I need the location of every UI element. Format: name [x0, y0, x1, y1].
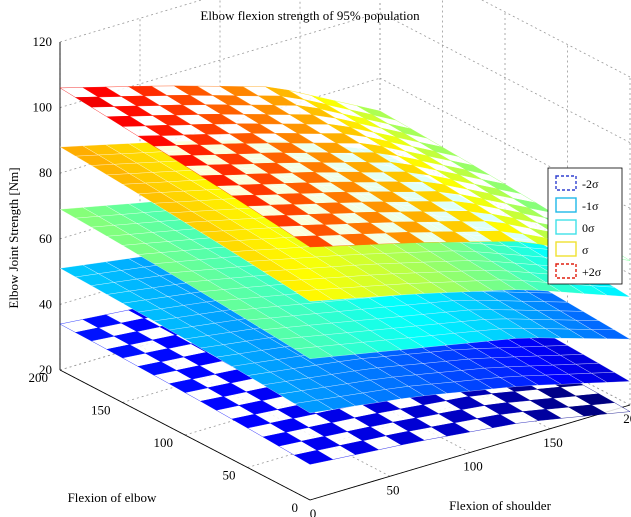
legend-label: σ — [582, 243, 589, 257]
x-tick-label: 50 — [387, 482, 400, 497]
surface-patch — [590, 329, 631, 340]
legend-swatch — [555, 219, 577, 235]
z-tick-label: 100 — [33, 100, 53, 115]
surface-5 — [59, 85, 631, 261]
x-tick-label: 200 — [623, 411, 631, 426]
x-tick-label: 0 — [310, 506, 317, 517]
x-tick-label: 100 — [463, 459, 483, 474]
y-tick-label: 200 — [29, 370, 49, 385]
z-tick-label: 40 — [39, 296, 52, 311]
legend-label: 0σ — [582, 221, 595, 235]
surface-patch — [590, 372, 631, 383]
legend-swatch — [555, 197, 577, 213]
legend-swatch — [555, 175, 577, 191]
z-tick-label: 20 — [39, 362, 52, 377]
z-tick-label: 80 — [39, 165, 52, 180]
legend-swatch — [555, 263, 577, 279]
wall-gridline — [59, 0, 203, 43]
y-axis-line — [59, 369, 311, 501]
z-axis-label: Elbow Joint Strength [Nm] — [6, 167, 21, 308]
wall-gridline — [379, 12, 631, 143]
chart-title: Elbow flexion strength of 95% population — [200, 8, 420, 23]
z-tick-label: 120 — [33, 34, 53, 49]
x-tick-label: 150 — [543, 435, 563, 450]
legend-label: +2σ — [582, 265, 602, 279]
legend: -2σ -1σ 0σ σ +2σ — [547, 167, 623, 285]
x-axis-label: Flexion of shoulder — [449, 498, 551, 513]
y-tick-label: 100 — [154, 435, 174, 450]
wall-gridline — [481, 0, 631, 78]
tick-labels: 20 40 60 80 100 120 0 50 100 150 200 0 50 100 150 200 — [29, 34, 631, 517]
surfaces — [59, 85, 631, 465]
x-axis-line — [309, 404, 631, 501]
y-tick-label: 150 — [91, 403, 111, 418]
surface-patch — [590, 402, 631, 415]
y-axis-label: Flexion of elbow — [68, 490, 157, 505]
surface-patch — [591, 285, 631, 298]
z-tick-label: 60 — [39, 231, 52, 246]
legend-label: -2σ — [582, 177, 599, 191]
y-tick-label: 50 — [223, 468, 236, 483]
y-tick-label: 0 — [292, 500, 299, 515]
legend-label: -1σ — [582, 199, 599, 213]
legend-swatch — [555, 241, 577, 257]
